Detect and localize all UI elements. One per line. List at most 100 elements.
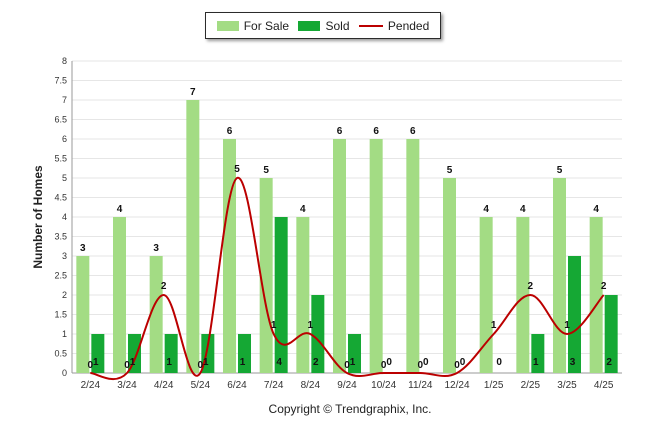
y-tick-label: 3.5	[54, 232, 67, 242]
data-label-sold: 1	[240, 357, 246, 368]
data-label-sold: 1	[350, 357, 356, 368]
bar-sold	[604, 295, 618, 373]
data-label-pended: 0	[418, 360, 424, 371]
bar-sold	[164, 334, 178, 373]
y-tick-label: 1	[62, 329, 67, 339]
data-label-for-sale: 3	[153, 243, 159, 254]
legend-item-for-sale: For Sale	[216, 18, 290, 33]
bar-for-sale	[76, 256, 90, 373]
bar-for-sale	[296, 217, 310, 373]
data-label-sold: 1	[130, 357, 136, 368]
x-tick-label: 2/25	[521, 380, 541, 391]
y-tick-label: 7.5	[54, 76, 67, 86]
x-tick-label: 9/24	[337, 380, 357, 391]
data-label-for-sale: 5	[263, 165, 269, 176]
bar-sold	[238, 334, 251, 373]
bar-sold	[568, 256, 581, 373]
data-label-sold: 0	[460, 357, 466, 368]
data-label-for-sale: 6	[227, 126, 233, 137]
data-label-pended: 1	[271, 320, 277, 331]
y-tick-label: 6	[62, 134, 67, 144]
y-tick-label: 3	[62, 251, 67, 261]
y-tick-label: 5.5	[54, 154, 67, 164]
data-label-for-sale: 5	[557, 165, 563, 176]
data-label-pended: 2	[528, 281, 534, 292]
data-label-pended: 1	[491, 320, 497, 331]
x-tick-label: 3/24	[117, 380, 137, 391]
data-label-for-sale: 7	[190, 87, 196, 98]
x-tick-label: 11/24	[408, 380, 433, 391]
data-label-pended: 0	[344, 360, 350, 371]
bar-for-sale	[406, 139, 420, 373]
data-label-pended: 0	[198, 360, 204, 371]
data-label-sold: 1	[203, 357, 209, 368]
bar-sold	[274, 217, 288, 373]
bar-for-sale	[479, 217, 493, 373]
legend-label-for-sale: For Sale	[243, 18, 290, 33]
x-tick-label: 8/24	[301, 380, 321, 391]
y-tick-label: 7	[62, 95, 67, 105]
data-label-sold: 0	[496, 357, 502, 368]
data-label-for-sale: 6	[373, 126, 379, 137]
bar-for-sale	[223, 139, 236, 373]
legend: For Sale Sold Pended	[205, 12, 441, 39]
legend-swatch-sold	[298, 20, 321, 31]
x-tick-label: 4/24	[154, 380, 174, 391]
copyright-footer: Copyright © Trendgraphix, Inc.	[268, 402, 432, 416]
bar-for-sale	[186, 100, 200, 373]
legend-swatch-for-sale	[216, 20, 239, 31]
x-tick-label: 4/25	[594, 380, 614, 391]
data-label-pended: 5	[234, 164, 240, 175]
data-label-for-sale: 4	[593, 204, 599, 215]
data-label-for-sale: 4	[483, 204, 489, 215]
x-tick-label: 1/25	[484, 380, 504, 391]
y-tick-label: 2.5	[54, 271, 67, 281]
bar-for-sale	[516, 217, 530, 373]
y-tick-label: 0	[62, 368, 67, 378]
data-label-pended: 0	[454, 360, 460, 371]
y-tick-label: 5	[62, 173, 67, 183]
data-label-sold: 4	[276, 357, 282, 368]
legend-item-sold: Sold	[298, 18, 350, 33]
x-tick-label: 6/24	[227, 380, 247, 391]
data-label-sold: 0	[423, 357, 429, 368]
data-label-pended: 0	[88, 360, 94, 371]
data-label-pended: 1	[308, 320, 314, 331]
legend-label-sold: Sold	[325, 18, 350, 33]
legend-item-pended: Pended	[358, 18, 430, 33]
y-tick-label: 8	[62, 56, 67, 66]
bar-for-sale	[113, 217, 126, 373]
data-label-for-sale: 6	[337, 126, 343, 137]
bar-for-sale	[553, 178, 566, 373]
y-tick-label: 6.5	[54, 115, 67, 125]
data-label-sold: 3	[570, 357, 576, 368]
y-tick-label: 1.5	[54, 310, 67, 320]
x-tick-label: 12/24	[444, 380, 469, 391]
x-tick-label: 3/25	[557, 380, 577, 391]
y-tick-label: 4.5	[54, 193, 67, 203]
data-label-for-sale: 6	[410, 126, 416, 137]
data-label-sold: 2	[313, 357, 319, 368]
data-label-sold: 1	[533, 357, 539, 368]
y-tick-label: 2	[62, 290, 67, 300]
data-label-sold: 2	[606, 357, 612, 368]
bar-for-sale	[149, 256, 163, 373]
bar-sold	[348, 334, 361, 373]
data-label-for-sale: 4	[117, 204, 123, 215]
data-label-pended: 2	[161, 281, 167, 292]
y-tick-label: 0.5	[54, 349, 67, 359]
data-label-pended: 1	[564, 320, 570, 331]
x-tick-label: 7/24	[264, 380, 284, 391]
bar-for-sale	[443, 178, 456, 373]
bar-sold	[128, 334, 141, 373]
x-tick-label: 5/24	[191, 380, 211, 391]
data-label-for-sale: 3	[80, 243, 86, 254]
pended-line	[90, 176, 605, 380]
data-label-sold: 1	[166, 357, 172, 368]
y-axis-label: Number of Homes	[31, 165, 45, 269]
x-tick-label: 2/24	[81, 380, 101, 391]
data-label-for-sale: 5	[447, 165, 453, 176]
x-tick-label: 10/24	[371, 380, 396, 391]
legend-label-pended: Pended	[387, 18, 430, 33]
bar-for-sale	[589, 217, 603, 373]
